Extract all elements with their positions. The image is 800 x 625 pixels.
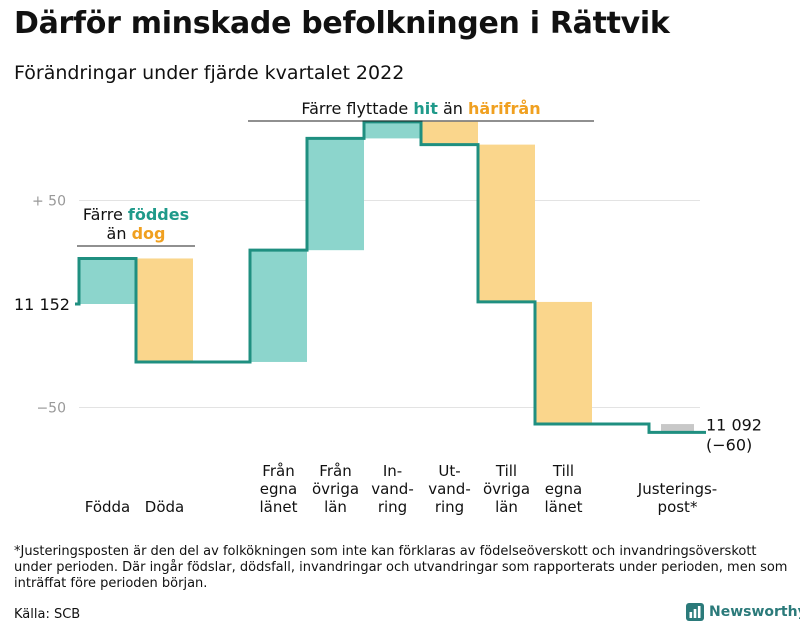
category-label: post* [658, 498, 698, 516]
y-tick-label: −50 [36, 401, 66, 417]
chart-title: Därför minskade befolkningen i Rättvik [14, 6, 670, 41]
annotation-segment: Färre [83, 205, 128, 224]
category-label: övriga [483, 480, 530, 498]
end-change-label: (−60) [706, 435, 752, 454]
footnote: *Justeringsposten är den del av folkökni… [14, 544, 788, 591]
waterfall-bar [661, 424, 694, 433]
category-label: län [324, 498, 347, 516]
source-label: Källa: SCB [14, 607, 81, 622]
newsworthy-logo-icon [686, 603, 704, 621]
annotation-segment: än [107, 224, 132, 243]
annotation-text: än dog [107, 224, 166, 243]
category-label: In- [383, 462, 402, 480]
annotation-segment: än [438, 99, 468, 118]
annotation-segment: föddes [128, 205, 189, 224]
waterfall-bar [250, 250, 307, 362]
waterfall-bar [79, 258, 136, 304]
chart-subtitle: Förändringar under fjärde kvartalet 2022 [14, 62, 405, 84]
annotation-segment: Färre flyttade [301, 99, 413, 118]
category-label: egna [260, 480, 297, 498]
category-label: övriga [312, 480, 359, 498]
waterfall-bar [136, 258, 193, 362]
category-label: Från [319, 462, 351, 480]
category-label: egna [545, 480, 582, 498]
category-label: Födda [85, 498, 131, 516]
running-total-line [75, 120, 706, 434]
waterfall-bar [421, 121, 478, 145]
category-label: vand- [371, 480, 414, 498]
annotation-segment: dog [132, 224, 166, 243]
category-label: länet [545, 498, 583, 516]
start-value-label: 11 152 [14, 295, 70, 314]
annotation-segment: hit [413, 99, 438, 118]
waterfall-bar [364, 121, 421, 139]
category-label: Döda [145, 498, 184, 516]
waterfall-bar [478, 144, 535, 302]
category-label: länet [260, 498, 298, 516]
brand-logo[interactable]: Newsworthy [686, 603, 800, 621]
category-label: Från [262, 462, 294, 480]
category-label: Ut- [438, 462, 460, 480]
waterfall-bar [307, 138, 364, 251]
waterfall-bar [535, 301, 592, 425]
y-tick-label: + 50 [32, 194, 66, 210]
annotation-text: Färre flyttade hit än härifrån [301, 99, 540, 118]
category-label: vand- [428, 480, 471, 498]
category-label: ring [435, 498, 464, 516]
end-value-label: 11 092 [706, 415, 762, 434]
category-label: Justerings- [637, 480, 717, 498]
category-label: ring [378, 498, 407, 516]
annotation-text: Färre föddes [83, 205, 189, 224]
category-label: Till [552, 462, 574, 480]
category-label: Till [495, 462, 517, 480]
brand-name: Newsworthy [709, 604, 800, 620]
category-label: län [495, 498, 518, 516]
annotation-segment: härifrån [468, 99, 541, 118]
